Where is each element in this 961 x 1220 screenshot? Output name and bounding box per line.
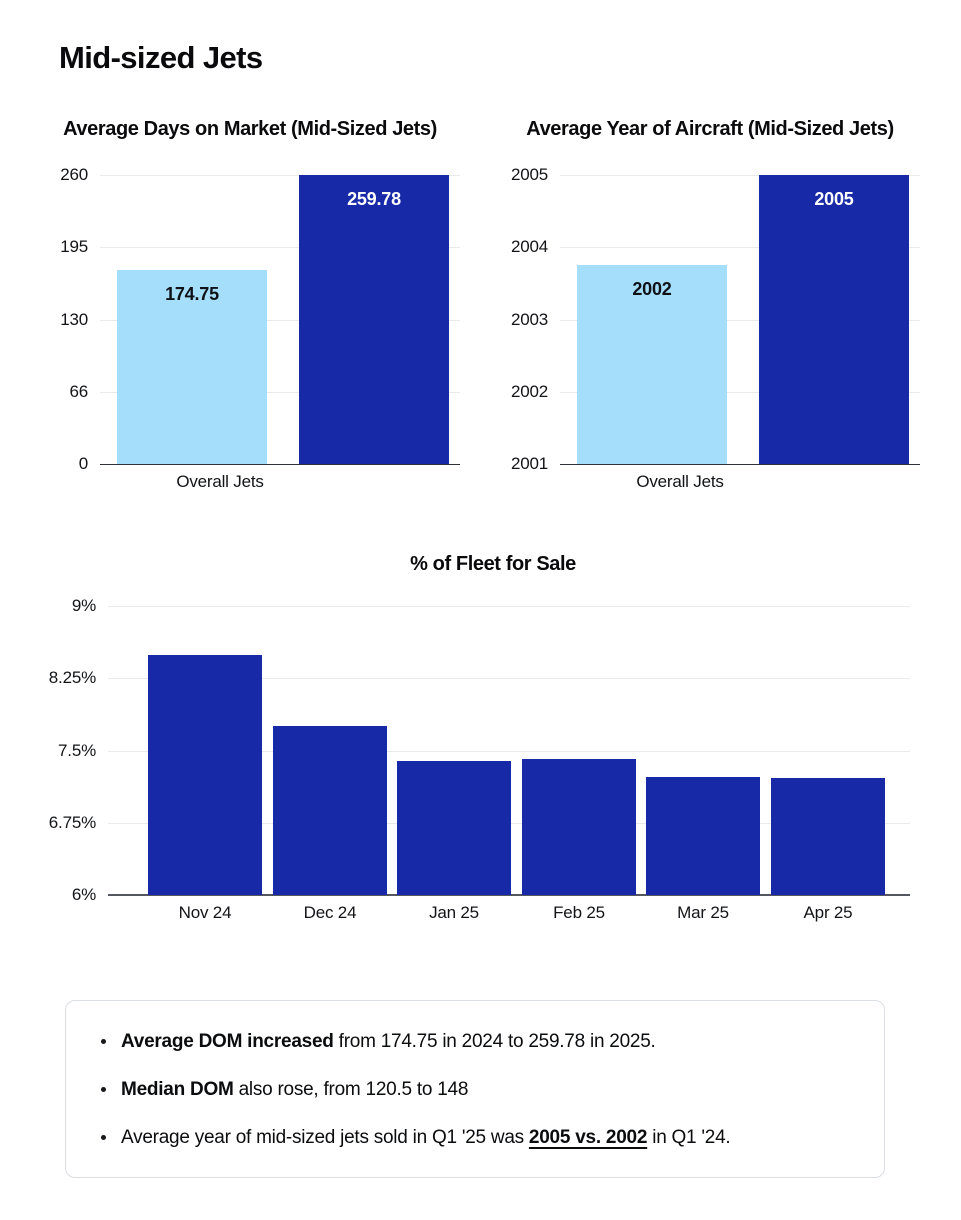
y-tick-label: 2003 [510, 309, 548, 329]
y-tick-label: 130 [60, 309, 88, 329]
bar [522, 759, 636, 895]
bar: 259.78 [299, 175, 449, 464]
bar-value-label: 259.78 [347, 189, 401, 210]
x-tick-label: Apr 25 [803, 903, 853, 922]
days-on-market-chart: Average Days on Market (Mid-Sized Jets) … [40, 118, 460, 518]
bullet-pre-text: Average year of mid-sized jets sold in Q… [121, 1126, 529, 1148]
y-tick-label: 66 [69, 381, 88, 401]
bullet-item: Median DOM also rose, from 120.5 to 148 [101, 1078, 854, 1102]
bar [148, 655, 262, 895]
x-tick-label: Feb 25 [553, 903, 605, 922]
bullet-emphasis-text: 2005 vs. 2002 [528, 1126, 648, 1148]
y-tick-label: 6.75% [48, 812, 96, 832]
bar [646, 777, 760, 895]
y-tick-label: 2005 [510, 165, 548, 184]
y-tick-label: 2004 [510, 237, 548, 257]
bullet-item: Average year of mid-sized jets sold in Q… [101, 1126, 854, 1150]
gridline [100, 175, 460, 176]
bar: 2005 [759, 175, 909, 464]
bullet-dot [101, 1086, 106, 1092]
gridline [108, 678, 910, 680]
page-title: Mid-sized Jets [59, 40, 263, 75]
bar [397, 761, 511, 895]
plot-area: 2005 2004 2003 2002 2001 2002 2005 Overa… [511, 165, 920, 491]
x-tick-label: Dec 24 [303, 903, 357, 922]
gridline [560, 247, 920, 249]
fleet-for-sale-chart: % of Fleet for Sale 9% 8.25% 7.5% 6.75% … [40, 545, 920, 925]
x-axis-line [560, 463, 920, 465]
bullet-bold-text: Average DOM increased [121, 1031, 334, 1052]
bullet-dot [101, 1039, 106, 1044]
y-tick-label: 6% [71, 885, 96, 904]
bullet-bold-text: Median DOM [121, 1078, 234, 1100]
gridline [100, 391, 460, 393]
bullet-text: Average DOM increased from 174.75 in 202… [121, 1030, 656, 1054]
gridline [560, 319, 920, 321]
x-axis-line [100, 463, 460, 465]
bullet-text: Average year of mid-sized jets sold in Q… [121, 1126, 731, 1150]
bullet-item: Average DOM increased from 174.75 in 202… [101, 1030, 854, 1054]
bar: 2002 [577, 265, 727, 464]
y-tick-label: 8.25% [48, 668, 96, 688]
chart-title: Average Days on Market (Mid-Sized Jets) [63, 118, 437, 140]
gridline [108, 750, 910, 752]
gridline [100, 247, 460, 249]
x-category-label: Overall Jets [176, 472, 264, 491]
bullet-rest-text: also rose, from 120.5 to 148 [233, 1078, 469, 1100]
x-category-label: Overall Jets [636, 472, 724, 491]
y-tick-label: 195 [60, 237, 88, 257]
gridline [560, 175, 920, 176]
y-tick-label: 2001 [510, 454, 548, 473]
bullet-dot [101, 1134, 106, 1140]
y-tick-label: 0 [78, 454, 88, 473]
bullet-text: Median DOM also rose, from 120.5 to 148 [121, 1078, 468, 1102]
bullet-list: Average DOM increased from 174.75 in 202… [66, 1001, 884, 1149]
bar: 174.75 [117, 269, 267, 464]
summary-card: Average DOM increased from 174.75 in 202… [65, 1000, 885, 1178]
gridline [100, 319, 460, 321]
plot-area: 9% 8.25% 7.5% 6.75% 6% Nov 24 Dec 24 Jan… [49, 596, 910, 922]
x-tick-label: Nov 24 [178, 903, 232, 922]
bar [273, 726, 387, 895]
x-axis-line [108, 894, 910, 896]
gridline [108, 606, 910, 607]
avg-year-chart: Average Year of Aircraft (Mid-Sized Jets… [500, 118, 920, 518]
x-tick-label: Mar 25 [677, 903, 729, 922]
plot-area: 260 195 130 66 0 174.75 259.78 Overall J… [60, 165, 460, 491]
bar-value-label: 2002 [632, 279, 672, 300]
y-tick-label: 9% [71, 596, 96, 615]
y-tick-label: 7.5% [58, 740, 96, 760]
y-tick-label: 260 [60, 165, 88, 184]
bullet-post-text: in Q1 '24. [647, 1126, 731, 1148]
bar-value-label: 174.75 [165, 283, 219, 304]
chart-title: Average Year of Aircraft (Mid-Sized Jets… [526, 118, 894, 140]
y-tick-label: 2002 [510, 381, 548, 401]
gridline [560, 391, 920, 393]
bar [771, 778, 885, 895]
bar-value-label: 2005 [814, 189, 854, 209]
x-tick-label: Jan 25 [429, 903, 479, 922]
chart-title: % of Fleet for Sale [410, 553, 576, 575]
bullet-rest-text: from 174.75 in 2024 to 259.78 in 2025. [333, 1031, 656, 1052]
